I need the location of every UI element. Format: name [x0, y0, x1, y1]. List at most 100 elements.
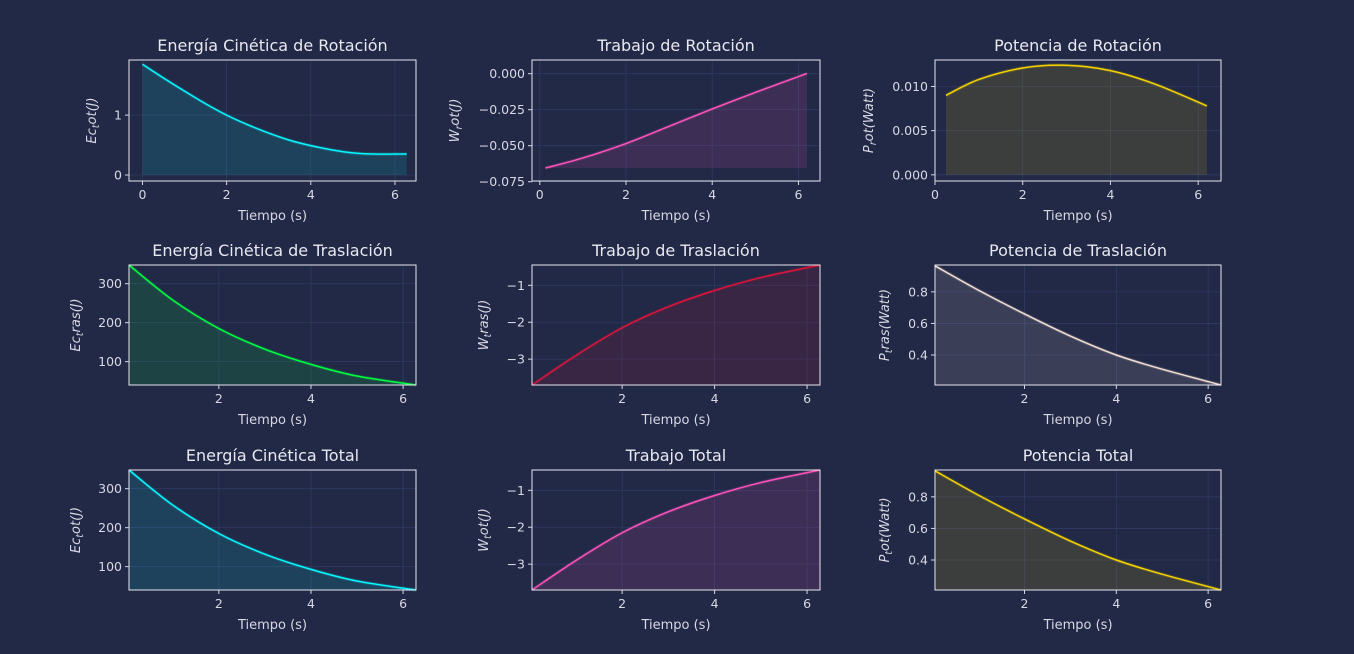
y-tick-label: 0.8 [908, 284, 928, 299]
y-axis-label: Wrot(J) [448, 99, 465, 143]
y-tick-label: 300 [98, 481, 122, 496]
y-axis-label: Wtras(J) [477, 300, 494, 351]
subplot: 2 4 6 100 200 300 Energía Cinética Total Tiempo… [69, 446, 417, 633]
x-tick-label: 6 [803, 391, 811, 406]
y-tick-label: −1 [507, 278, 525, 293]
chart-title: Potencia Total [1023, 446, 1134, 465]
x-tick-label: 2 [1019, 187, 1027, 202]
y-tick-label: 0.000 [489, 66, 525, 81]
x-axis-label: Tiempo (s) [1042, 413, 1112, 428]
plot-frame [128, 264, 417, 386]
plot-frame [128, 469, 417, 591]
series-area [945, 65, 1207, 175]
x-axis-label: Tiempo (s) [1042, 618, 1112, 633]
x-tick-label: 4 [1112, 391, 1120, 406]
y-tick-label: −0.075 [479, 174, 525, 189]
x-axis-label: Tiempo (s) [237, 413, 307, 428]
x-tick-label: 6 [1194, 187, 1202, 202]
x-tick-label: 0 [138, 187, 146, 202]
plot-frame [531, 469, 821, 591]
y-tick-label: 0.4 [908, 348, 928, 363]
x-axis-label: Tiempo (s) [640, 209, 710, 224]
x-tick-label: 6 [1204, 596, 1212, 611]
y-tick-label: 0.6 [908, 521, 928, 536]
y-tick-label: 100 [98, 559, 122, 574]
series-area [129, 265, 416, 385]
series-line [531, 264, 821, 386]
plot-frame [128, 59, 417, 182]
series-area [129, 470, 416, 590]
chart-title: Potencia de Traslación [989, 241, 1167, 260]
y-axis-label: Wtot(J) [477, 508, 494, 552]
x-tick-label: 2 [1021, 596, 1029, 611]
series-area [935, 470, 1221, 590]
y-tick-label: 0.005 [892, 123, 928, 138]
series-area [545, 73, 808, 169]
x-tick-label: 4 [708, 187, 716, 202]
plot-frame [934, 469, 1222, 591]
subplot: 2 4 6 100 200 300 Energía Cinética de Traslaci… [69, 241, 417, 428]
y-tick-label: −3 [507, 352, 525, 367]
x-tick-label: 2 [618, 596, 626, 611]
series-area [935, 265, 1221, 385]
x-tick-label: 4 [307, 187, 315, 202]
series-line [128, 264, 417, 386]
series-area [142, 64, 407, 176]
plot-frame [531, 264, 821, 386]
chart-title: Trabajo de Traslación [591, 241, 760, 260]
x-axis-label: Tiempo (s) [640, 618, 710, 633]
chart-title: Trabajo de Rotación [596, 36, 755, 55]
x-tick-label: 6 [803, 596, 811, 611]
y-tick-label: −3 [507, 557, 525, 572]
series-line [945, 64, 1208, 107]
x-tick-label: 4 [711, 596, 719, 611]
series-line [934, 265, 1222, 386]
y-axis-label: Ectras(J) [69, 298, 86, 351]
x-tick-label: 6 [794, 187, 802, 202]
x-axis-label: Tiempo (s) [640, 413, 710, 428]
y-tick-label: 0.000 [892, 167, 928, 182]
y-tick-label: 1 [114, 108, 122, 123]
chart-title: Energía Cinética Total [186, 446, 359, 465]
x-tick-label: 2 [215, 596, 223, 611]
x-tick-label: 2 [223, 187, 231, 202]
y-tick-label: 200 [98, 520, 122, 535]
y-tick-label: 200 [98, 315, 122, 330]
x-tick-label: 2 [215, 391, 223, 406]
plot-frame [934, 59, 1222, 182]
x-axis-label: Tiempo (s) [237, 209, 307, 224]
series-line [545, 72, 808, 169]
y-tick-label: 0.010 [892, 79, 928, 94]
subplot: 2 4 6 0.4 0.6 0.8 Potencia Total Tiempo (s) Ptot… [878, 446, 1222, 633]
y-axis-label: Ectot(J) [69, 507, 86, 553]
x-tick-label: 4 [307, 596, 315, 611]
series-line [934, 470, 1222, 591]
x-tick-label: 2 [1021, 391, 1029, 406]
subplot: 0 2 4 6 0.000 0.005 0.010 Potencia de Rotación T… [862, 36, 1222, 224]
chart-title: Energía Cinética de Traslación [152, 241, 393, 260]
y-tick-label: 100 [98, 354, 122, 369]
chart-title: Energía Cinética de Rotación [157, 36, 387, 55]
y-tick-label: −1 [507, 483, 525, 498]
x-axis-label: Tiempo (s) [237, 618, 307, 633]
y-tick-label: 0.6 [908, 316, 928, 331]
y-axis-label: Ptot(Watt) [878, 497, 895, 562]
subplot: 0 2 4 6 0.000 −0.025 −0.050 −0.075 Trabajo de Ro… [448, 36, 821, 224]
y-axis-label: Prot(Watt) [862, 88, 879, 153]
x-tick-label: 4 [711, 391, 719, 406]
x-tick-label: 4 [1112, 596, 1120, 611]
x-tick-label: 2 [618, 391, 626, 406]
chart-title: Potencia de Rotación [994, 36, 1162, 55]
x-tick-label: 4 [307, 391, 315, 406]
y-axis-label: Ptras(Watt) [878, 289, 895, 361]
subplot: 2 4 6 0.4 0.6 0.8 Potencia de Traslación Tiempo… [878, 241, 1222, 428]
y-axis-label: Ectot(J) [85, 97, 102, 143]
x-tick-label: 2 [622, 187, 630, 202]
y-tick-label: −0.050 [479, 138, 525, 153]
series-line [531, 469, 821, 591]
x-tick-label: 6 [1204, 391, 1212, 406]
subplot: 2 4 6 −1 −2 −3 Trabajo de Traslación Tiempo (s)… [477, 241, 821, 428]
series-area [532, 470, 820, 590]
y-tick-label: −2 [507, 315, 525, 330]
